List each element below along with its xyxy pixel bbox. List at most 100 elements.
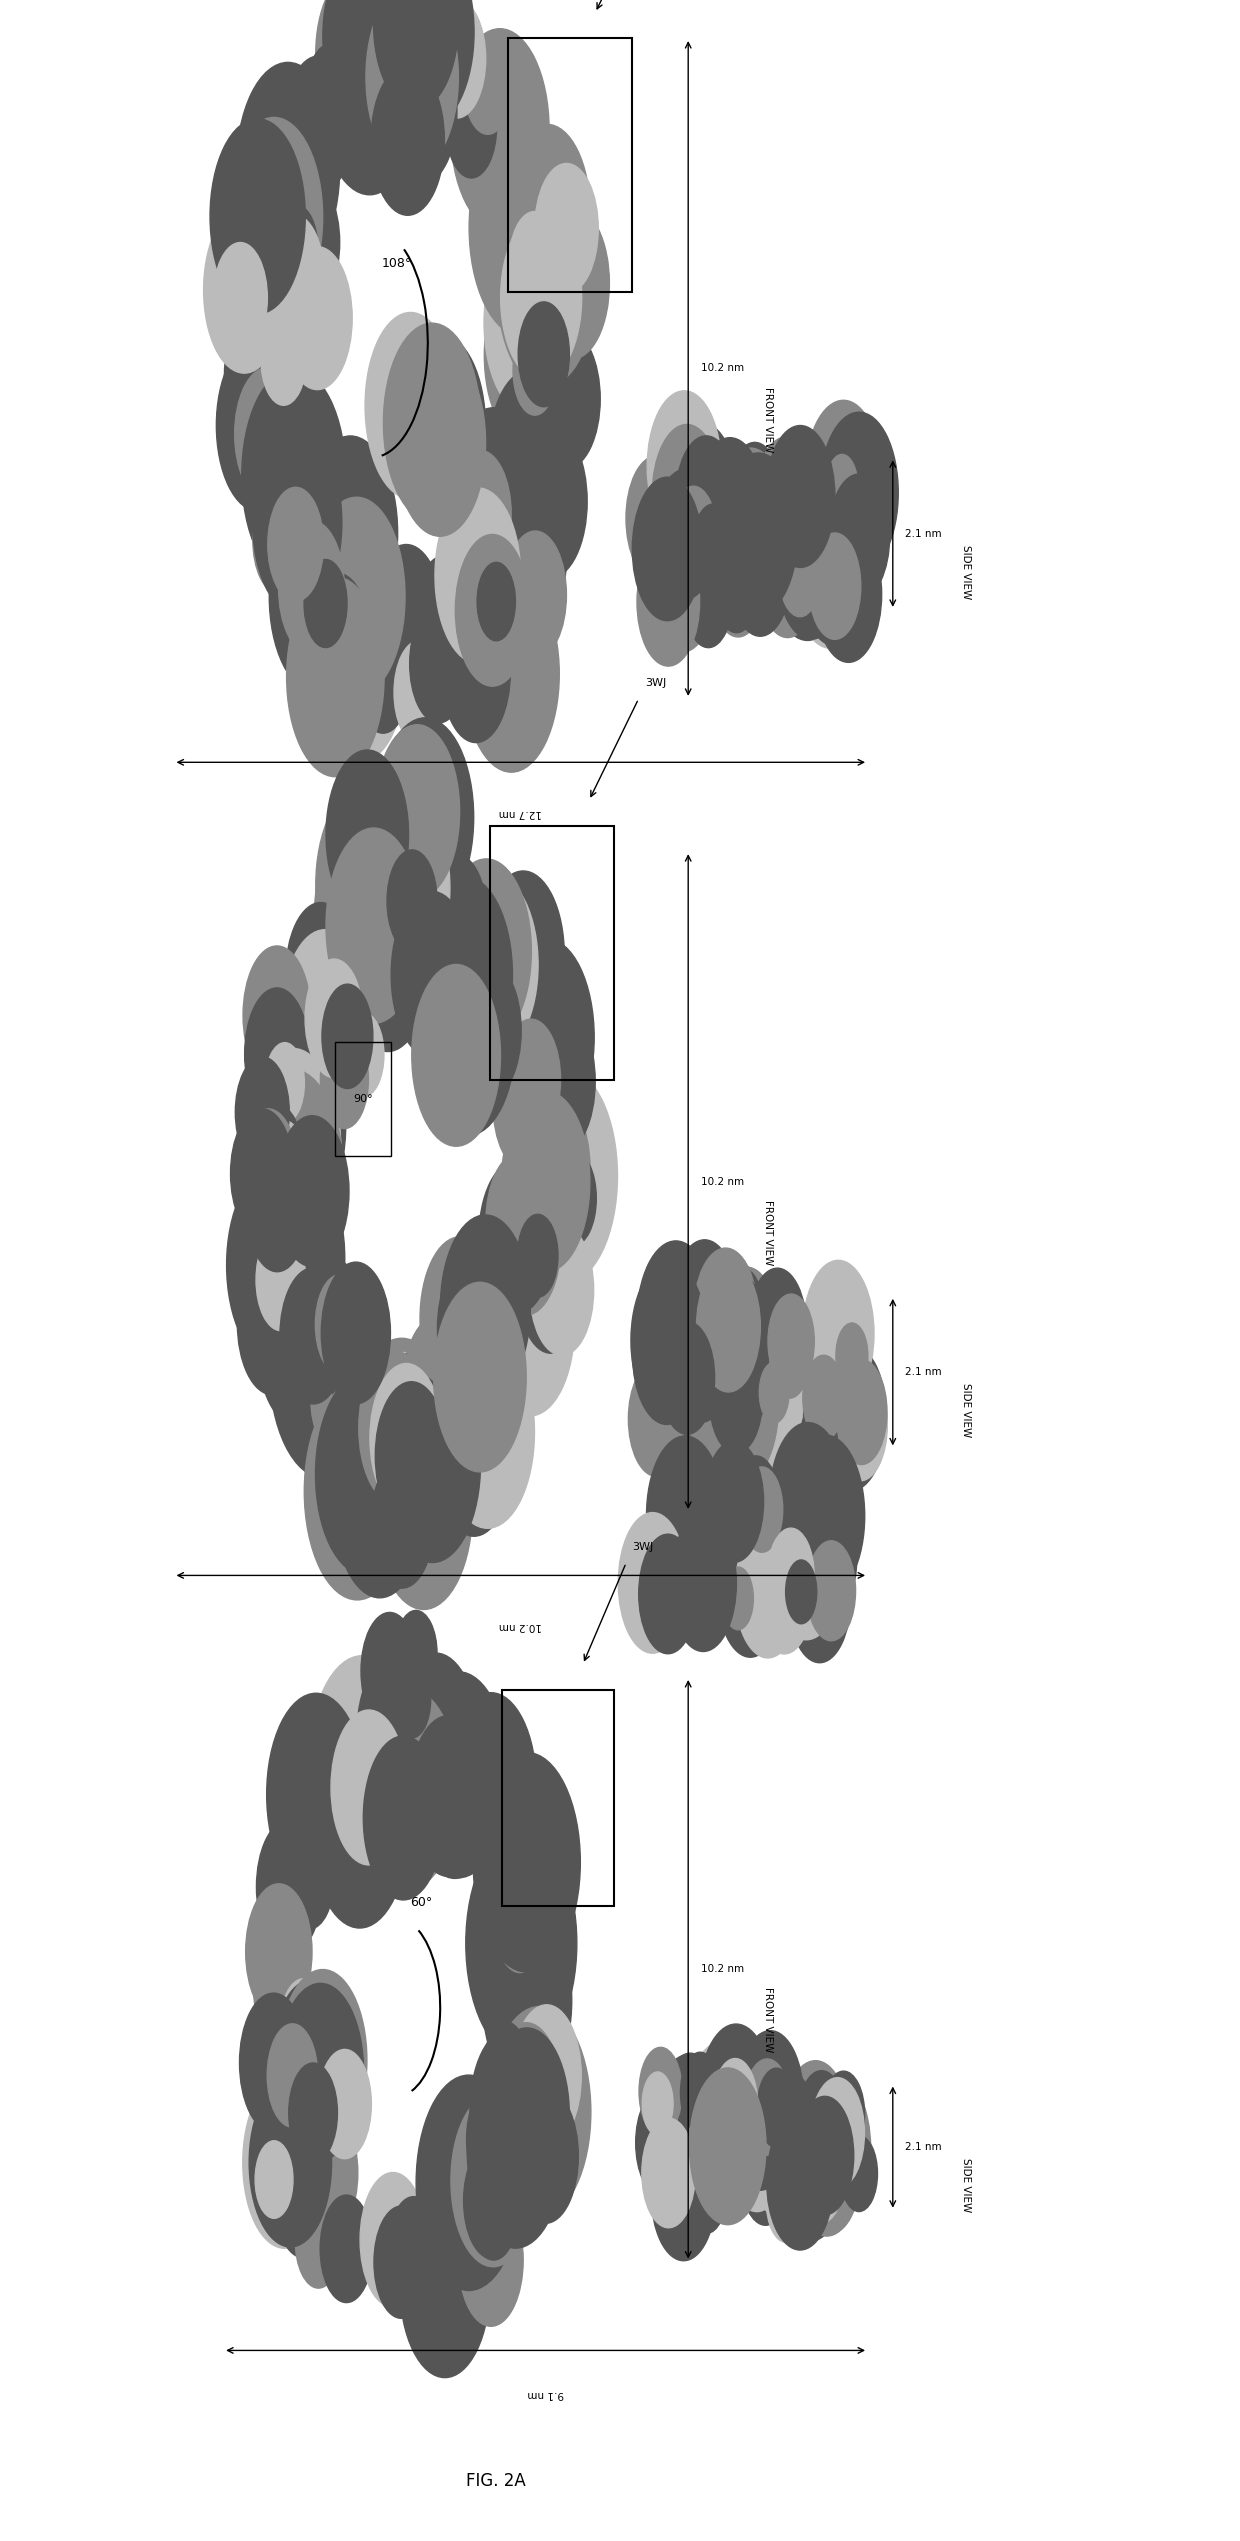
Circle shape [729, 2068, 786, 2185]
Text: FIG. 2A: FIG. 2A [466, 2472, 526, 2490]
Circle shape [673, 1372, 715, 1461]
Circle shape [420, 1237, 500, 1400]
Circle shape [484, 229, 574, 414]
Circle shape [755, 1382, 808, 1492]
Circle shape [365, 313, 456, 498]
Circle shape [436, 966, 516, 1128]
Circle shape [388, 1697, 443, 1807]
Circle shape [264, 1176, 345, 1342]
Circle shape [777, 501, 844, 640]
Circle shape [688, 1283, 748, 1405]
Circle shape [704, 518, 745, 602]
Circle shape [360, 2173, 425, 2307]
Circle shape [474, 541, 513, 623]
Circle shape [811, 2079, 864, 2188]
Circle shape [279, 1969, 367, 2150]
Text: 60°: 60° [410, 1896, 433, 1908]
Circle shape [792, 490, 869, 648]
Circle shape [755, 2117, 805, 2218]
Circle shape [801, 2137, 843, 2223]
Circle shape [254, 1176, 295, 1260]
Text: 3WJ: 3WJ [645, 678, 666, 689]
Circle shape [451, 877, 538, 1055]
Circle shape [357, 1372, 458, 1578]
Circle shape [247, 1146, 308, 1270]
Circle shape [311, 1728, 408, 1929]
Circle shape [636, 2089, 688, 2198]
Circle shape [446, 74, 497, 178]
Circle shape [837, 495, 869, 564]
Circle shape [807, 1540, 856, 1641]
Circle shape [821, 483, 854, 551]
Circle shape [356, 623, 410, 734]
Circle shape [322, 0, 410, 127]
Circle shape [356, 1647, 446, 1832]
Circle shape [224, 323, 274, 424]
Text: 10.2 nm: 10.2 nm [701, 1964, 744, 1974]
Circle shape [742, 2056, 784, 2142]
Circle shape [474, 1753, 580, 1972]
Circle shape [744, 490, 779, 562]
Bar [335, 1042, 391, 1156]
Circle shape [766, 2114, 833, 2249]
Circle shape [210, 119, 305, 315]
Circle shape [694, 2124, 725, 2185]
Circle shape [460, 1260, 546, 1436]
Circle shape [631, 1263, 707, 1418]
Circle shape [253, 432, 342, 615]
Circle shape [507, 1159, 580, 1309]
Circle shape [455, 534, 529, 686]
Circle shape [732, 1456, 780, 1555]
Circle shape [706, 1265, 779, 1418]
Circle shape [320, 2195, 373, 2302]
Circle shape [491, 2073, 554, 2206]
Circle shape [285, 902, 356, 1047]
Circle shape [260, 213, 325, 346]
Circle shape [331, 1710, 407, 1865]
Circle shape [239, 1070, 343, 1283]
Circle shape [246, 1883, 312, 2020]
Circle shape [366, 790, 460, 983]
Circle shape [259, 1143, 299, 1225]
Circle shape [765, 424, 835, 567]
Circle shape [227, 1166, 322, 1365]
Circle shape [714, 447, 786, 595]
Circle shape [475, 145, 544, 287]
Circle shape [409, 605, 467, 724]
Circle shape [477, 562, 516, 640]
Circle shape [253, 488, 305, 595]
Circle shape [459, 2193, 523, 2328]
Circle shape [804, 529, 861, 645]
Circle shape [305, 501, 366, 625]
Circle shape [520, 1095, 590, 1240]
Circle shape [678, 1319, 728, 1423]
Circle shape [692, 503, 735, 595]
Circle shape [339, 56, 388, 158]
Circle shape [694, 1253, 754, 1375]
Circle shape [697, 1260, 760, 1392]
Circle shape [301, 567, 343, 653]
Circle shape [758, 2068, 796, 2147]
Circle shape [531, 252, 577, 346]
Circle shape [365, 1354, 461, 1550]
Circle shape [717, 1326, 796, 1486]
Circle shape [451, 2094, 536, 2267]
Circle shape [797, 2071, 846, 2170]
Circle shape [769, 480, 847, 640]
Circle shape [370, 544, 443, 696]
Circle shape [668, 424, 709, 508]
Circle shape [255, 2140, 293, 2218]
Circle shape [518, 1220, 584, 1354]
Circle shape [688, 2079, 728, 2160]
Circle shape [320, 1281, 360, 1362]
Text: 2.1 nm: 2.1 nm [905, 2142, 942, 2152]
Circle shape [316, 785, 413, 986]
Circle shape [267, 1692, 366, 1896]
Circle shape [670, 1514, 737, 1652]
Bar [502, 1690, 614, 1906]
Circle shape [440, 1337, 534, 1527]
Circle shape [776, 549, 815, 628]
Circle shape [704, 493, 754, 595]
Circle shape [719, 452, 797, 615]
Circle shape [477, 1326, 531, 1436]
